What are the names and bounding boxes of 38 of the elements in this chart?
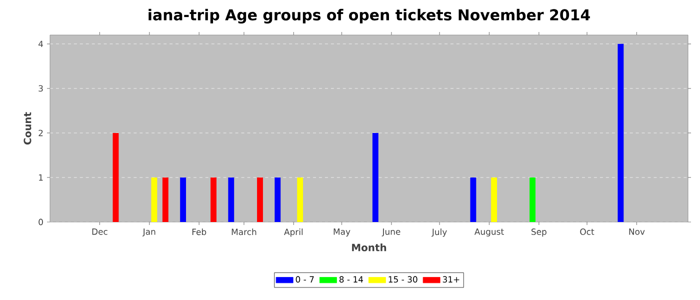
bar bbox=[470, 177, 476, 222]
bar bbox=[112, 132, 119, 222]
y-tick-label: 2 bbox=[38, 130, 43, 136]
x-tick-label: Nov bbox=[629, 228, 645, 235]
legend-label: 0 - 7 bbox=[296, 276, 314, 283]
bar bbox=[372, 132, 378, 222]
chart-title: iana-trip Age groups of open tickets November 2014 bbox=[148, 8, 590, 24]
legend-label: 15 - 30 bbox=[388, 276, 418, 283]
bar bbox=[491, 177, 498, 222]
y-tick-label: 0 bbox=[38, 218, 43, 226]
x-tick-label: June bbox=[382, 228, 400, 236]
bar bbox=[530, 177, 536, 222]
y-tick-label: 3 bbox=[38, 85, 43, 92]
y-tick-label: 4 bbox=[38, 40, 43, 47]
x-tick-label: Jan bbox=[142, 228, 156, 236]
bar bbox=[210, 177, 216, 222]
bar bbox=[228, 177, 234, 222]
x-tick-label: Feb bbox=[192, 228, 206, 236]
x-tick-label: May bbox=[334, 228, 350, 236]
bar bbox=[180, 177, 186, 222]
legend-label: 31+ bbox=[442, 276, 460, 283]
x-tick-label: Oct bbox=[580, 228, 594, 235]
x-tick-label: August bbox=[474, 228, 504, 236]
bar bbox=[151, 177, 158, 222]
bar bbox=[162, 177, 168, 222]
bar bbox=[297, 177, 304, 222]
x-tick-label: April bbox=[284, 228, 303, 237]
x-axis-title: Month bbox=[352, 244, 386, 252]
x-tick-label: Dec bbox=[92, 228, 108, 235]
x-tick-label: July bbox=[431, 228, 447, 237]
bar bbox=[618, 44, 624, 222]
bar bbox=[257, 177, 263, 222]
x-tick-label: March bbox=[232, 228, 256, 236]
x-tick-label: Sep bbox=[532, 228, 546, 237]
bar bbox=[274, 177, 281, 222]
y-tick-label: 1 bbox=[39, 174, 43, 181]
y-axis-title: Count bbox=[24, 112, 32, 145]
legend-label: 8 - 14 bbox=[339, 276, 363, 283]
